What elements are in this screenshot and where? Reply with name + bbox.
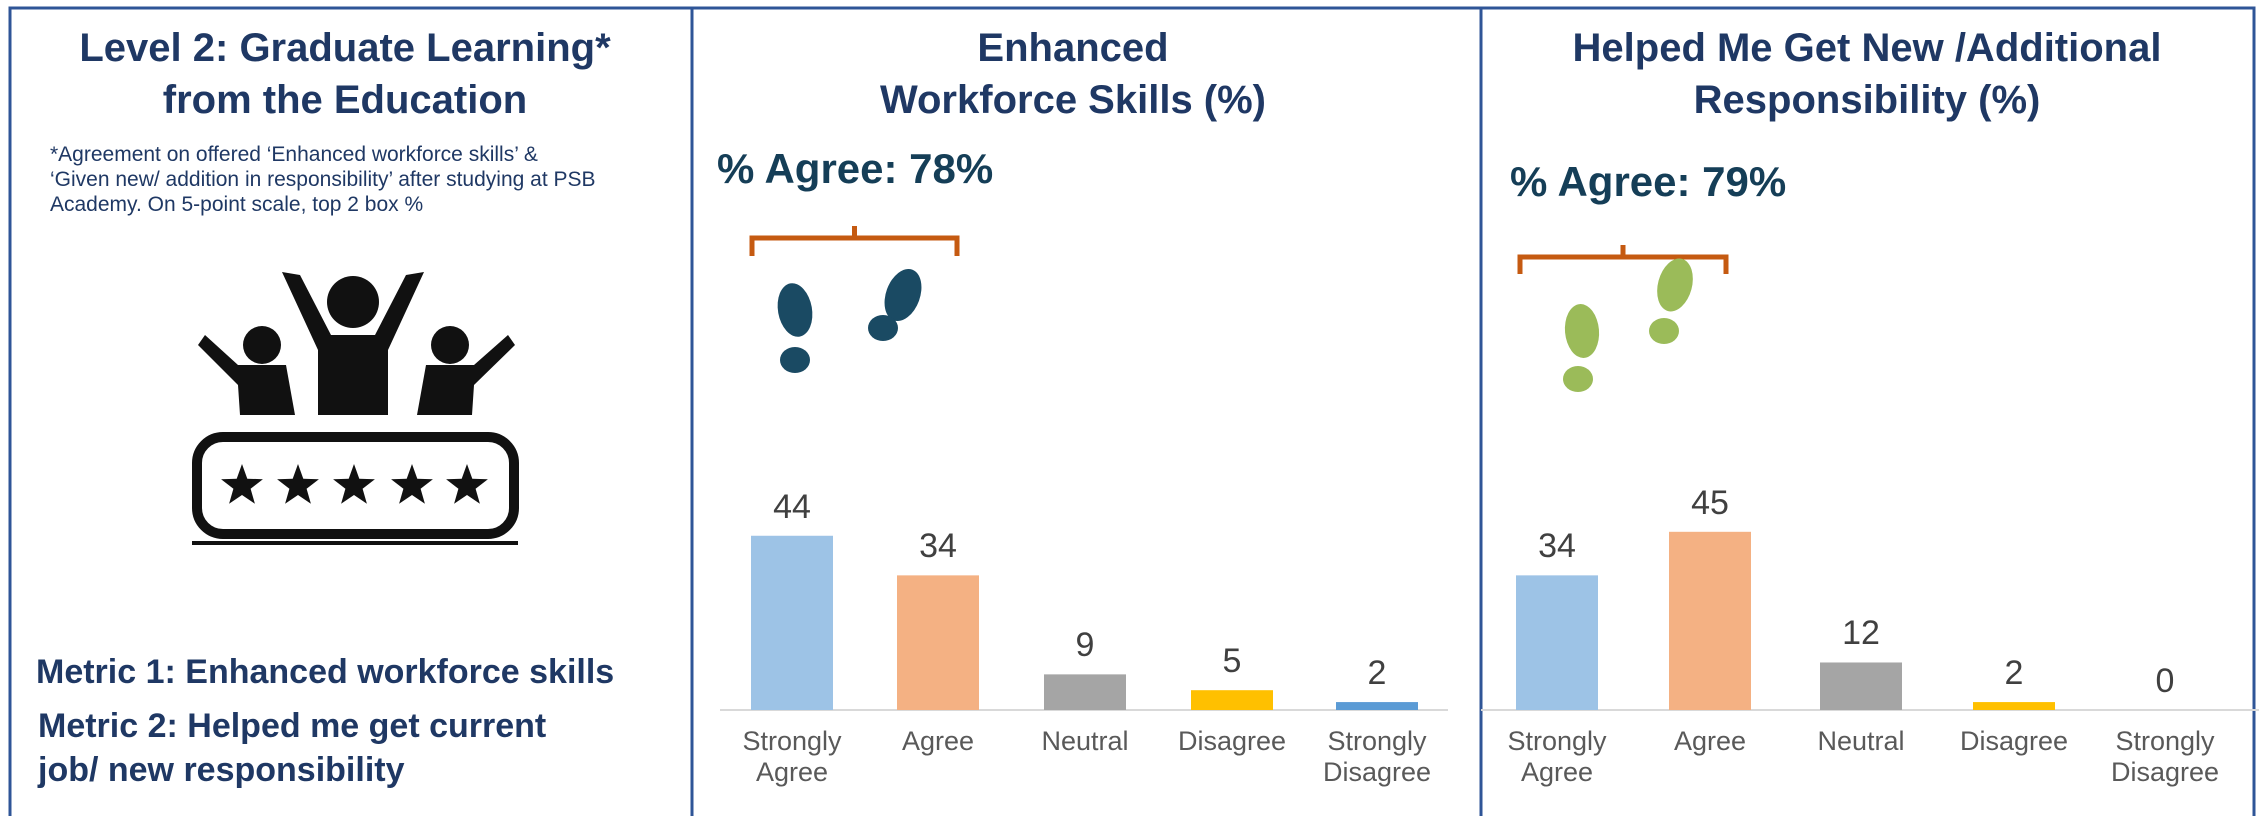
annotation: % Agree: 78%	[717, 145, 993, 193]
footprint-heel	[1563, 366, 1593, 392]
value-label: 0	[2115, 662, 2215, 701]
bar	[1336, 702, 1418, 710]
x-tick-label: Strongly Agree	[1487, 726, 1627, 788]
footprint-sole	[1563, 303, 1602, 360]
brace	[752, 226, 957, 256]
bar	[1516, 575, 1598, 710]
value-label: 9	[1035, 626, 1135, 665]
bar	[897, 575, 979, 710]
star	[446, 464, 488, 504]
bar	[1044, 674, 1126, 710]
bar	[1820, 662, 1902, 710]
x-tick-label: Neutral	[1015, 726, 1155, 757]
x-tick-label: Disagree	[1162, 726, 1302, 757]
x-tick-label: Neutral	[1791, 726, 1931, 757]
footprint-heel	[1649, 318, 1679, 344]
x-tick-label: Disagree	[1944, 726, 2084, 757]
annotation: % Agree: 79%	[1510, 158, 1786, 206]
metric: Metric 2: Helped me get current job/ new…	[38, 704, 688, 792]
panel-note: *Agreement on offered ‘Enhanced workforc…	[50, 142, 690, 217]
footprint-sole	[774, 280, 817, 339]
footprint-sole	[1652, 255, 1699, 316]
value-label: 2	[1964, 654, 2064, 693]
star	[391, 464, 433, 504]
value-label: 34	[1507, 527, 1607, 566]
bar	[1669, 532, 1751, 710]
x-tick-label: Strongly Disagree	[2095, 726, 2235, 788]
x-tick-label: Agree	[1640, 726, 1780, 757]
value-label: 12	[1811, 614, 1911, 653]
star	[333, 464, 375, 504]
footprint-heel	[780, 347, 810, 373]
chart-title: Enhanced Workforce Skills (%)	[693, 22, 1453, 126]
star	[277, 464, 319, 504]
bar	[1191, 690, 1273, 710]
page: Level 2: Graduate Learning* from the Edu…	[0, 0, 2259, 816]
x-tick-label: Agree	[868, 726, 1008, 757]
panel-title: Level 2: Graduate Learning* from the Edu…	[60, 22, 630, 126]
x-tick-label: Strongly Agree	[722, 726, 862, 788]
chart-title: Helped Me Get New /Additional Responsibi…	[1487, 22, 2247, 126]
value-label: 2	[1327, 654, 1427, 693]
value-label: 44	[742, 488, 842, 527]
value-label: 45	[1660, 484, 1760, 523]
footprint-heel	[868, 315, 898, 341]
value-label: 5	[1182, 642, 1282, 681]
value-label: 34	[888, 527, 988, 566]
star	[221, 464, 263, 504]
metric: Metric 1: Enhanced workforce skills	[36, 650, 686, 694]
rating-icon	[192, 272, 518, 543]
bar	[1973, 702, 2055, 710]
x-tick-label: Strongly Disagree	[1307, 726, 1447, 788]
brace	[1520, 245, 1726, 274]
bar	[751, 536, 833, 710]
